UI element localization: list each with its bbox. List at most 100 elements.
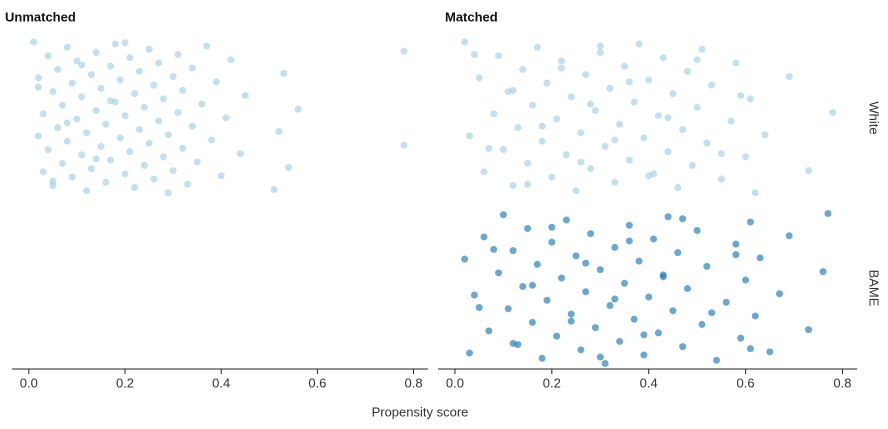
point [746, 345, 754, 353]
point [83, 129, 91, 137]
point [198, 100, 206, 108]
point [203, 42, 211, 50]
point [68, 79, 76, 87]
point [751, 312, 759, 320]
point [630, 98, 638, 106]
point [524, 224, 532, 232]
point [135, 125, 143, 133]
point [693, 103, 701, 111]
point [688, 161, 696, 169]
point [116, 76, 124, 84]
point [275, 127, 283, 135]
point [640, 134, 648, 142]
point [591, 107, 599, 115]
point [509, 247, 517, 255]
point [39, 110, 47, 118]
point [78, 151, 86, 159]
point [611, 136, 619, 144]
point [184, 180, 192, 188]
point [30, 38, 38, 46]
point [285, 163, 293, 171]
point [524, 159, 532, 167]
point [470, 50, 478, 58]
point [553, 115, 561, 123]
point [567, 310, 575, 318]
point [703, 262, 711, 270]
point [528, 281, 536, 289]
point [587, 230, 595, 238]
point [567, 317, 575, 325]
point [208, 136, 216, 144]
point [509, 339, 517, 347]
point [732, 251, 740, 259]
point [121, 170, 129, 178]
point [533, 260, 541, 268]
point [654, 329, 662, 337]
point [625, 78, 633, 86]
point [587, 165, 595, 173]
point [645, 76, 653, 84]
point [92, 155, 100, 163]
point [280, 69, 288, 77]
point [73, 115, 81, 123]
point [179, 86, 187, 94]
point [785, 73, 793, 81]
point [746, 95, 754, 103]
point [567, 93, 575, 101]
point [519, 283, 527, 291]
point [737, 334, 745, 342]
point [490, 110, 498, 118]
point [659, 273, 667, 281]
point [664, 114, 672, 122]
panel-title: Matched [445, 9, 498, 24]
x-tick-label: 0.8 [405, 375, 423, 390]
point [538, 122, 546, 130]
point [558, 64, 566, 72]
point [63, 137, 71, 145]
point [475, 74, 483, 82]
point [548, 238, 556, 246]
point [126, 54, 134, 62]
point [241, 92, 249, 100]
point [107, 62, 115, 70]
point [169, 167, 177, 175]
point [58, 101, 66, 109]
strip-label: White [867, 101, 882, 134]
point [533, 43, 541, 51]
point [107, 156, 115, 164]
point [107, 97, 115, 105]
point [742, 153, 750, 161]
point [596, 48, 604, 56]
point [140, 103, 148, 111]
point [87, 165, 95, 173]
point [635, 40, 643, 48]
point [625, 221, 633, 229]
point [611, 295, 619, 303]
point [188, 64, 196, 72]
point [640, 331, 648, 339]
point [577, 129, 585, 137]
point [509, 86, 517, 94]
point [480, 233, 488, 241]
point [717, 150, 725, 158]
x-tick-label: 0.6 [737, 375, 755, 390]
point [805, 167, 813, 175]
point [650, 235, 658, 243]
point [34, 83, 42, 91]
point [587, 100, 595, 108]
point [131, 90, 139, 98]
point [121, 39, 129, 47]
point [698, 45, 706, 53]
point [746, 218, 754, 226]
point [495, 52, 503, 60]
point [97, 142, 105, 150]
point [785, 232, 793, 240]
point [761, 131, 769, 139]
point [751, 189, 759, 197]
point [606, 301, 614, 309]
point [87, 71, 95, 79]
point [616, 337, 624, 345]
point [611, 243, 619, 251]
point [732, 240, 740, 248]
point [145, 139, 153, 147]
